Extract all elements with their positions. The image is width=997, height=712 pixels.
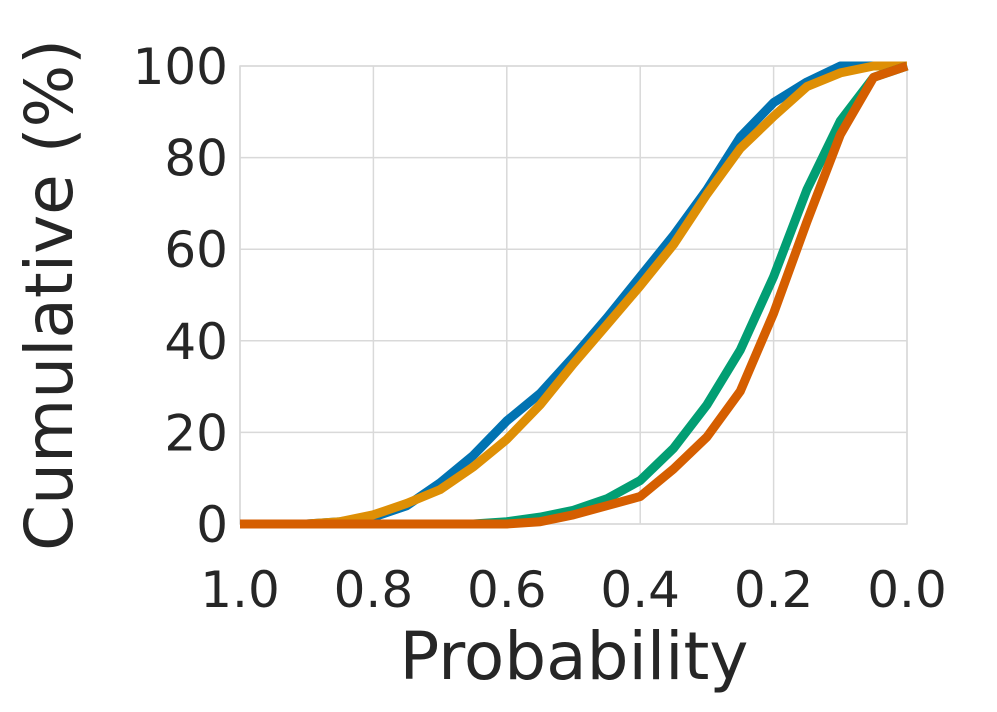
y-tick-label: 60 [164,221,228,279]
grid [239,65,908,525]
x-axis-label: Probability [400,618,749,695]
plot-area-frame [239,65,908,525]
x-tick-label: 1.0 [200,561,280,619]
series-line-4 [240,61,909,529]
y-tick-label: 40 [164,313,228,371]
y-tick-label: 20 [164,404,228,462]
x-tick-label: 0.8 [334,561,414,619]
series-line-1 [240,61,907,529]
y-axis-ticks: 0 20 40 60 80 100 [133,38,228,554]
x-tick-label: 0.6 [467,561,547,619]
series-layer [240,61,909,529]
series-line-3 [240,61,909,529]
x-tick-label: 0.0 [867,561,947,619]
x-axis-ticks: 1.0 0.8 0.6 0.4 0.2 0.0 [200,561,947,619]
x-tick-label: 0.2 [734,561,814,619]
y-tick-label: 100 [133,38,228,96]
y-tick-label: 80 [164,130,228,188]
x-tick-label: 0.4 [600,561,680,619]
series-line-2 [240,61,907,529]
y-tick-label: 0 [196,496,228,554]
y-axis-label: Cumulative (%) [11,39,88,551]
